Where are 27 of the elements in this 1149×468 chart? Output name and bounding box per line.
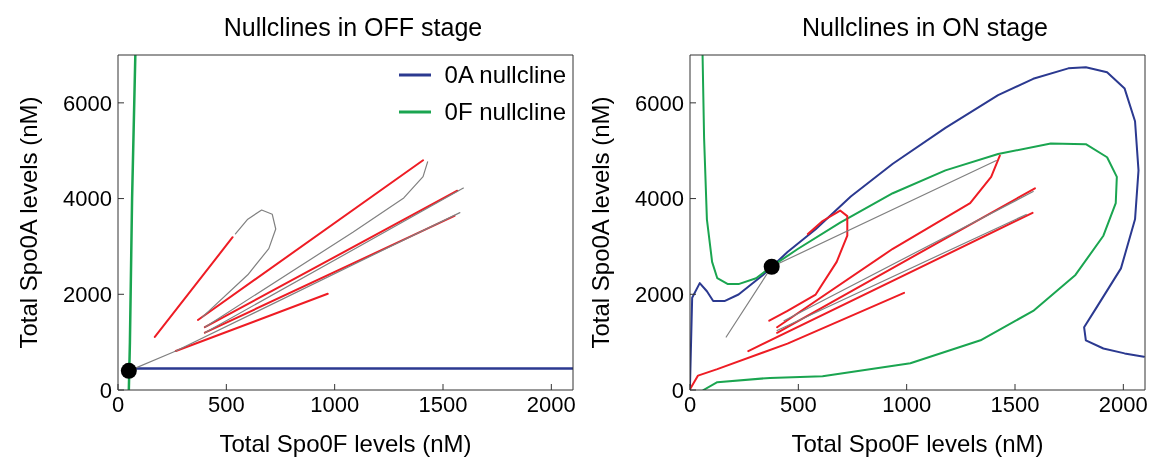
x-tick-label: 2000 bbox=[526, 391, 576, 417]
y-tick-label: 2000 bbox=[63, 282, 112, 308]
y-tick-label: 6000 bbox=[635, 90, 684, 116]
y-tick-label: 4000 bbox=[635, 186, 684, 212]
x-axis-title: Total Spo0F levels (nM) bbox=[791, 430, 1044, 457]
x-tick-label: 2000 bbox=[1098, 391, 1148, 417]
legend-label: 0A nullcline bbox=[444, 60, 566, 90]
chart-title: Nullclines in ON stage bbox=[802, 13, 1048, 41]
line-series bbox=[127, 55, 137, 390]
line-series bbox=[690, 291, 906, 390]
y-axis-title: Total Spo0A levels (nM) bbox=[586, 96, 614, 349]
line-series bbox=[201, 209, 277, 318]
line-series bbox=[776, 154, 1001, 329]
x-tick-label: 1500 bbox=[418, 391, 468, 417]
x-tick-label: 500 bbox=[779, 391, 817, 417]
y-tick-label: 6000 bbox=[63, 90, 112, 116]
y-axis-title: Total Spo0A levels (nM) bbox=[14, 96, 42, 349]
x-axis-title: Total Spo0F levels (nM) bbox=[219, 430, 472, 457]
line-series bbox=[768, 209, 849, 322]
chart-title: Nullclines in OFF stage bbox=[223, 13, 483, 41]
x-tick-label: 1500 bbox=[990, 391, 1040, 417]
y-tick-label: 2000 bbox=[635, 282, 684, 308]
y-tick-label: 4000 bbox=[63, 186, 112, 212]
legend-label: 0F nullcline bbox=[444, 97, 566, 127]
x-tick-label: 1000 bbox=[882, 391, 932, 417]
x-tick-label: 1000 bbox=[310, 391, 360, 417]
x-tick-label: 500 bbox=[207, 391, 245, 417]
